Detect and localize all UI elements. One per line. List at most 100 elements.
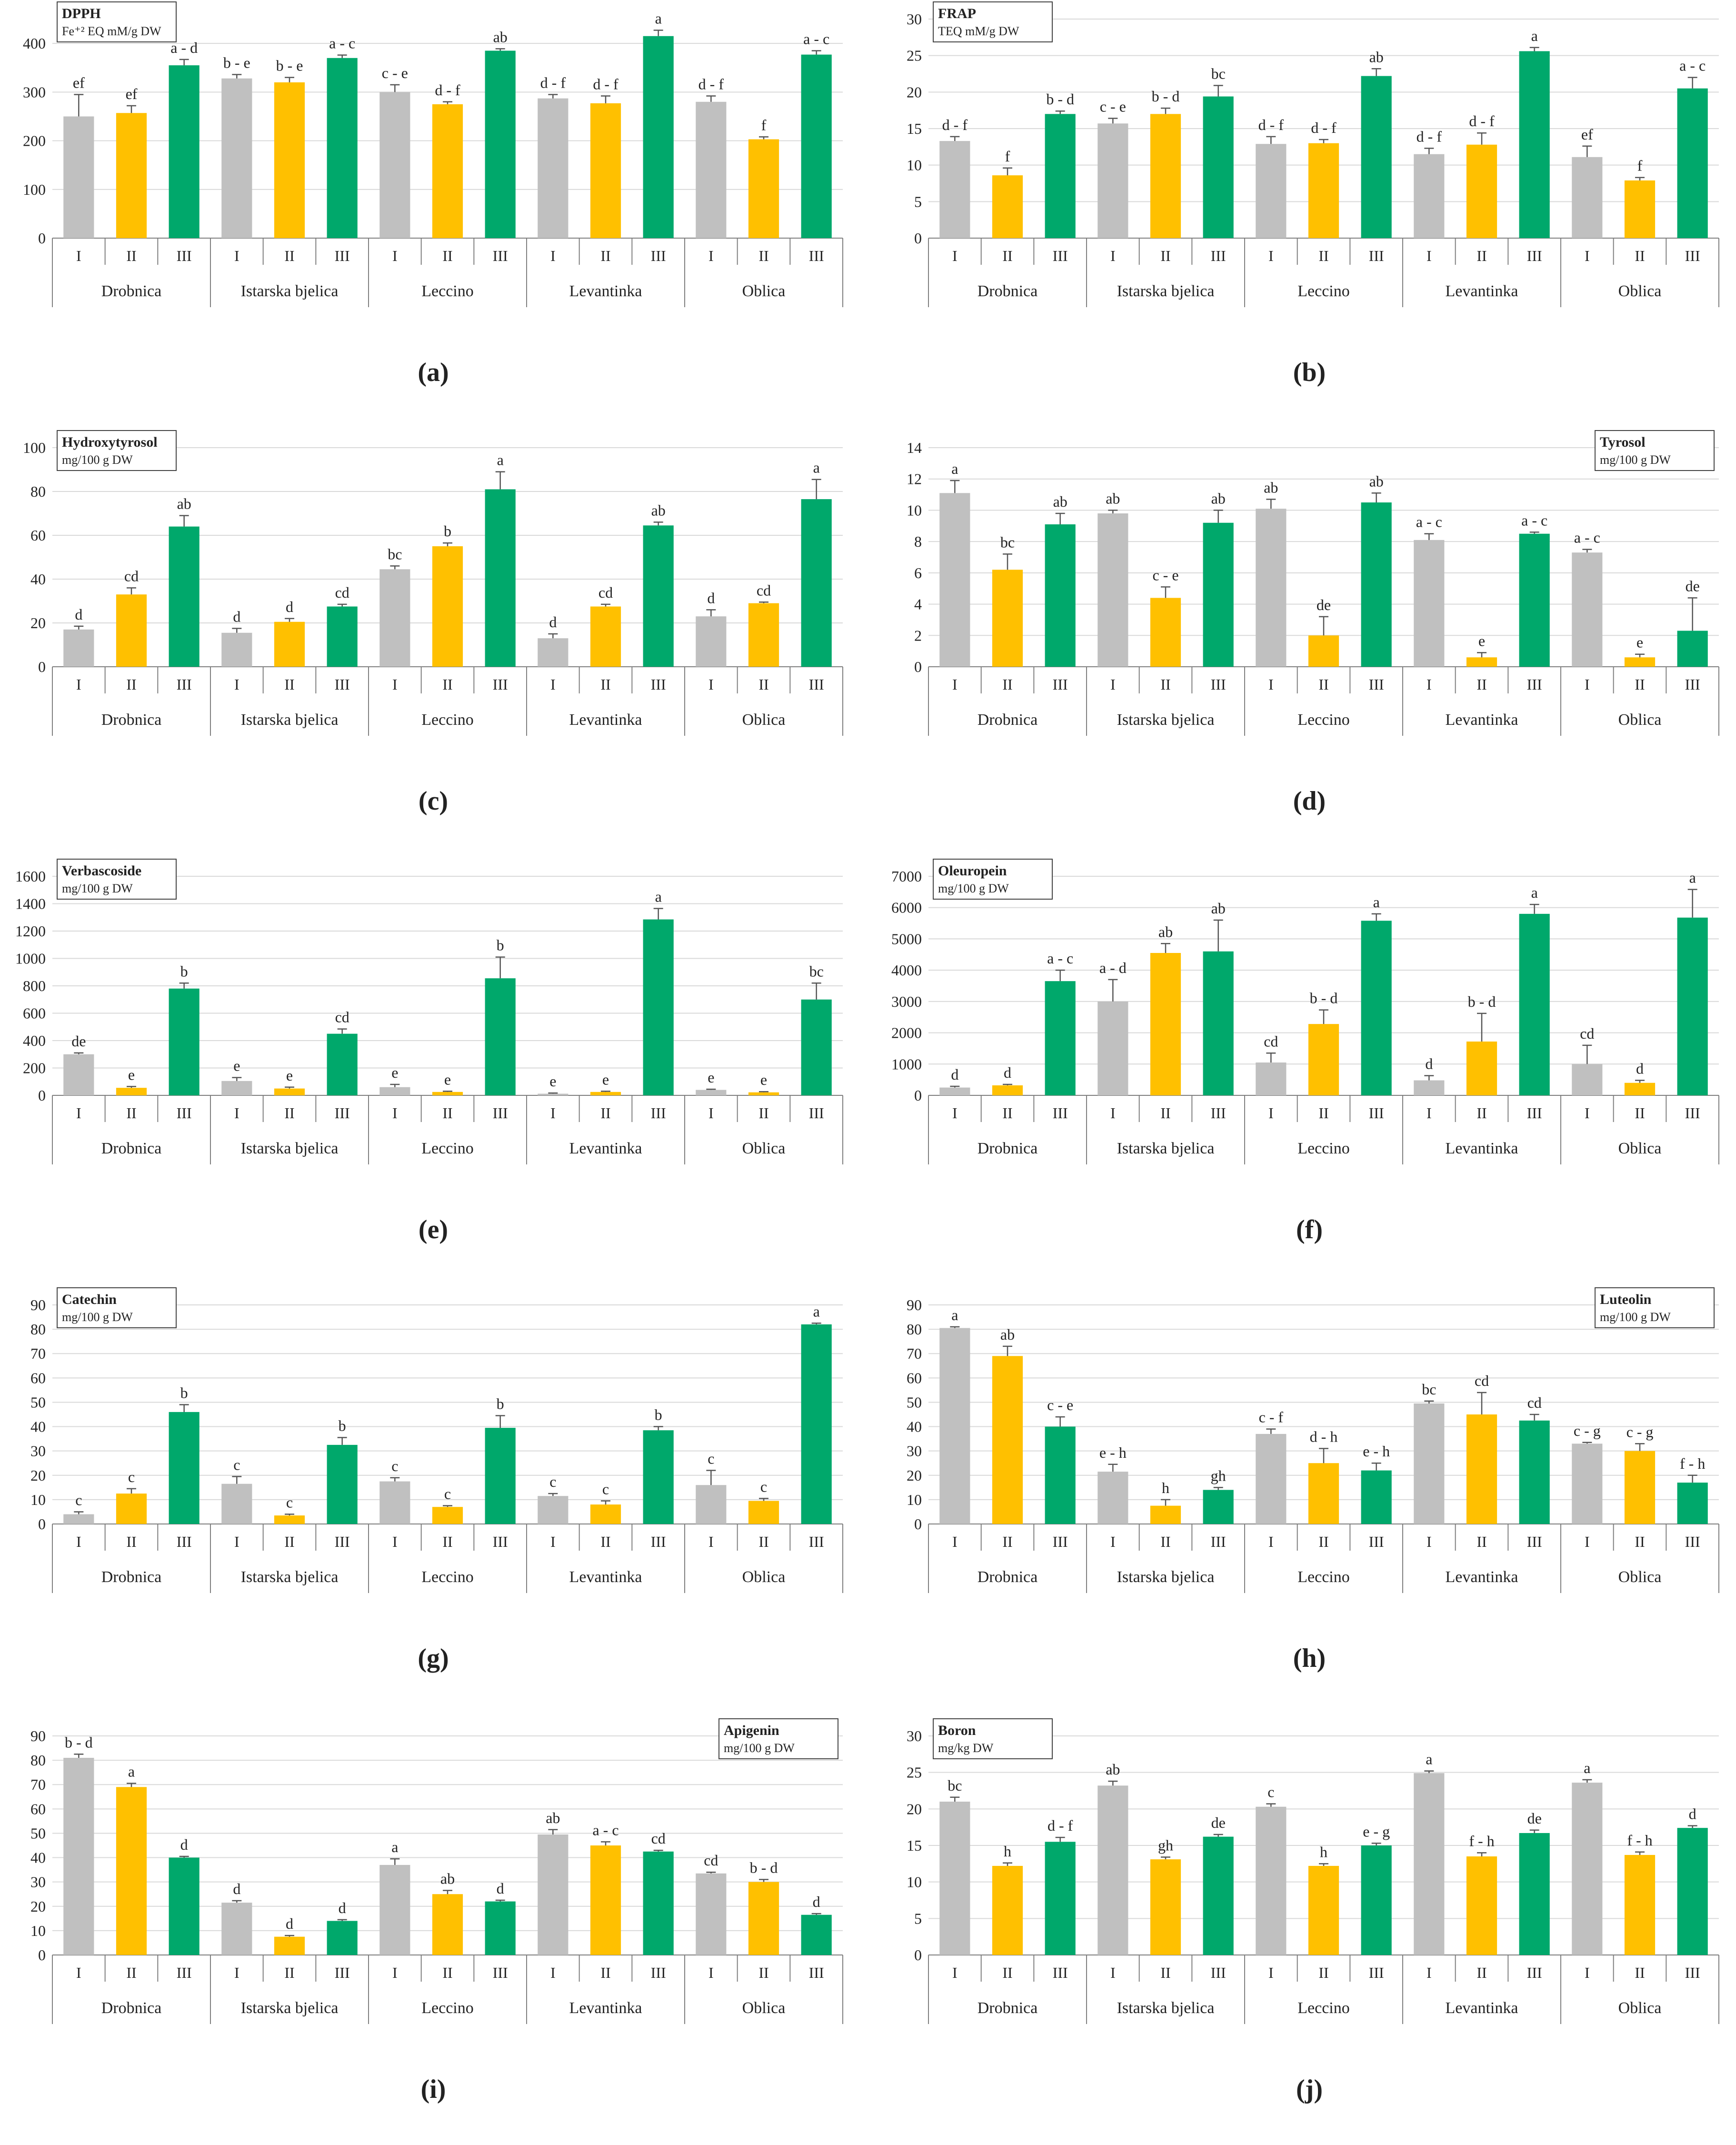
significance-label: cd bbox=[757, 581, 771, 599]
bar-drobnica-III bbox=[1045, 524, 1076, 667]
significance-label: b bbox=[497, 1395, 504, 1413]
bar-leccino-II bbox=[1308, 1024, 1339, 1095]
significance-label: d bbox=[339, 1899, 346, 1916]
significance-label: ab bbox=[1053, 493, 1068, 510]
significance-label: e - g bbox=[1363, 1823, 1390, 1840]
y-tick-label: 400 bbox=[23, 1032, 46, 1049]
group-label: Oblica bbox=[1618, 1568, 1662, 1586]
y-tick-label: 10 bbox=[30, 1922, 46, 1939]
phase-label: III bbox=[177, 247, 192, 264]
y-tick-label: 0 bbox=[914, 1515, 922, 1533]
bar-istarska-bjelica-II bbox=[1150, 1505, 1181, 1524]
significance-label: c bbox=[128, 1468, 135, 1485]
bar-levantinka-II bbox=[1466, 1414, 1497, 1524]
group-label: Drobnica bbox=[101, 1999, 162, 2017]
significance-label: d bbox=[1636, 1060, 1644, 1077]
phase-label: I bbox=[952, 1964, 958, 1981]
phase-label: III bbox=[1685, 676, 1700, 693]
bar-istarska-bjelica-II bbox=[1150, 598, 1181, 667]
group-label: Levantinka bbox=[1446, 1568, 1518, 1586]
significance-label: a bbox=[1373, 893, 1380, 911]
significance-label: d bbox=[813, 1893, 820, 1910]
phase-label: I bbox=[1268, 1533, 1274, 1550]
significance-label: a - c bbox=[1679, 57, 1706, 74]
phase-label: III bbox=[1053, 1964, 1068, 1981]
panel-label: (g) bbox=[418, 1644, 449, 1673]
group-label: Oblica bbox=[742, 1568, 786, 1586]
y-tick-label: 20 bbox=[30, 1467, 46, 1484]
phase-label: III bbox=[493, 1964, 508, 1981]
phase-label: III bbox=[177, 1104, 192, 1122]
significance-label: ab bbox=[1106, 490, 1120, 507]
chart-unit: mg/100 g DW bbox=[62, 882, 133, 895]
bar-istarska-bjelica-II bbox=[274, 1936, 305, 1955]
y-tick-label: 2000 bbox=[891, 1024, 922, 1042]
bar-leccino-III bbox=[1361, 76, 1392, 238]
phase-label: III bbox=[335, 1533, 350, 1550]
y-tick-label: 80 bbox=[30, 483, 46, 500]
bar-leccino-II bbox=[432, 1092, 463, 1095]
bar-leccino-I bbox=[1256, 509, 1287, 667]
significance-label: cd bbox=[1527, 1394, 1542, 1411]
significance-label: d - f bbox=[435, 81, 460, 99]
bar-drobnica-I bbox=[939, 1802, 970, 1955]
phase-label: II bbox=[1002, 1964, 1012, 1981]
phase-label: I bbox=[234, 1533, 239, 1550]
y-tick-label: 60 bbox=[30, 1369, 46, 1386]
significance-label: f - h bbox=[1469, 1832, 1494, 1849]
significance-label: b bbox=[655, 1406, 662, 1423]
phase-label: I bbox=[1427, 1104, 1432, 1122]
chart-title-box: Oleuropein mg/100 g DW bbox=[933, 859, 1053, 900]
y-tick-label: 1200 bbox=[15, 922, 46, 940]
significance-label: de bbox=[1527, 1810, 1542, 1827]
title-box-frame bbox=[933, 1, 1053, 42]
significance-label: a bbox=[1531, 27, 1538, 44]
significance-label: gh bbox=[1158, 1837, 1173, 1854]
chart-unit: TEQ mM/g DW bbox=[938, 24, 1019, 38]
bar-leccino-III bbox=[1361, 502, 1392, 667]
significance-label: b - d bbox=[65, 1734, 93, 1751]
phase-label: I bbox=[550, 1964, 556, 1981]
significance-label: a - c bbox=[1047, 950, 1073, 967]
group-label: Istarska bjelica bbox=[241, 1999, 339, 2017]
group-label: Oblica bbox=[742, 282, 786, 300]
phase-label: I bbox=[1110, 676, 1116, 693]
phase-label: II bbox=[758, 676, 768, 693]
significance-label: f bbox=[761, 116, 767, 133]
y-tick-label: 1400 bbox=[15, 895, 46, 912]
phase-label: I bbox=[952, 676, 958, 693]
y-tick-label: 2 bbox=[914, 627, 922, 644]
bar-oblica-II bbox=[1624, 1854, 1656, 1955]
significance-label: cd bbox=[335, 584, 349, 601]
significance-label: b bbox=[180, 962, 188, 980]
phase-label: III bbox=[335, 1964, 350, 1981]
group-label: Oblica bbox=[742, 1140, 786, 1157]
significance-label: a bbox=[813, 459, 820, 476]
significance-label: d - f bbox=[540, 74, 566, 91]
bar-drobnica-II bbox=[116, 1493, 147, 1524]
group-label: Levantinka bbox=[1446, 1999, 1518, 2017]
bar-leccino-II bbox=[1308, 1463, 1339, 1524]
phase-label: II bbox=[1635, 676, 1645, 693]
bar-istarska-bjelica-III bbox=[1203, 1836, 1234, 1955]
phase-label: III bbox=[177, 1533, 192, 1550]
significance-label: c bbox=[286, 1494, 293, 1511]
phase-label: III bbox=[177, 676, 192, 693]
bar-levantinka-II bbox=[1466, 1856, 1497, 1955]
significance-label: c - e bbox=[1047, 1396, 1073, 1413]
significance-label: ef bbox=[73, 74, 85, 91]
significance-label: b bbox=[339, 1417, 346, 1434]
panel-label: (f) bbox=[1296, 1215, 1323, 1244]
significance-label: a bbox=[497, 451, 504, 469]
bar-oblica-III bbox=[1677, 1483, 1708, 1524]
y-tick-label: 0 bbox=[38, 230, 46, 247]
group-label: Drobnica bbox=[978, 1568, 1038, 1586]
y-tick-label: 90 bbox=[30, 1296, 46, 1313]
bar-istarska-bjelica-II bbox=[1150, 114, 1181, 239]
significance-label: c bbox=[549, 1473, 556, 1490]
phase-label: I bbox=[1110, 247, 1116, 264]
significance-label: d bbox=[951, 1066, 958, 1083]
bar-drobnica-I bbox=[63, 629, 94, 667]
